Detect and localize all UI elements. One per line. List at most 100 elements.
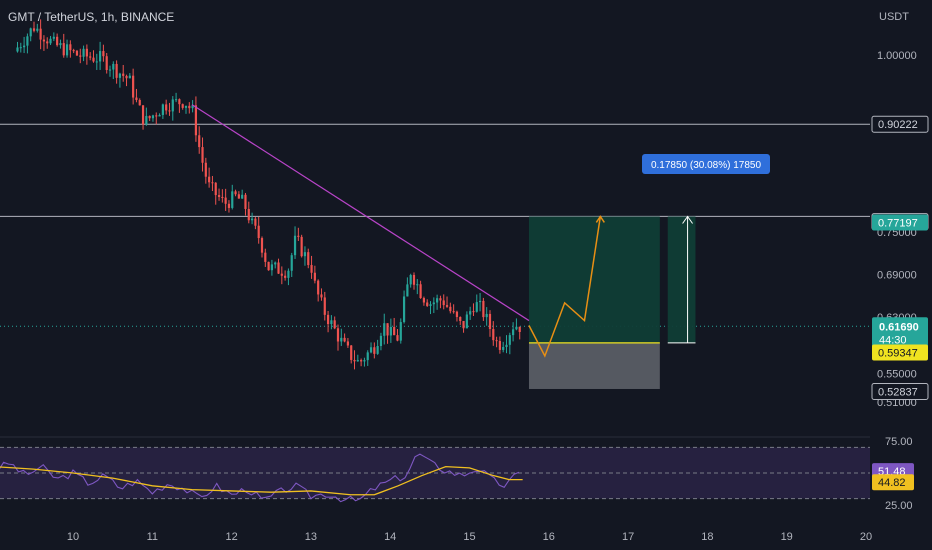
candle-down bbox=[472, 311, 475, 313]
horizontal-levels[interactable] bbox=[0, 123, 870, 327]
rsi-ma-value-tag[interactable] bbox=[872, 474, 914, 491]
stop-tag-label: 0.52837 bbox=[878, 386, 918, 398]
candle-down bbox=[194, 105, 198, 136]
candle-down bbox=[39, 28, 42, 40]
candle-up bbox=[65, 44, 69, 56]
candle-up bbox=[485, 313, 488, 318]
current-price-label: 0.61690 bbox=[879, 321, 919, 333]
target-tag-label: 0.77197 bbox=[878, 218, 918, 230]
candle-down bbox=[333, 320, 336, 329]
candle-down bbox=[439, 298, 442, 301]
candle-up bbox=[469, 311, 472, 315]
candle-down bbox=[181, 104, 184, 108]
candle-down bbox=[201, 147, 204, 163]
candle-down bbox=[122, 73, 125, 76]
price-axis[interactable]: 1.000000.750000.690000.630000.550000.510… bbox=[871, 50, 929, 512]
candle-down bbox=[178, 99, 181, 105]
candle-down bbox=[32, 28, 36, 31]
candle-up bbox=[502, 347, 505, 350]
candle-up bbox=[429, 304, 432, 306]
candle-up bbox=[290, 255, 293, 271]
time-tick-label: 16 bbox=[543, 531, 555, 543]
price-tick-label: 0.51000 bbox=[877, 397, 917, 409]
candle-down bbox=[46, 41, 49, 44]
candle-up bbox=[399, 322, 402, 341]
candle-down bbox=[257, 225, 260, 239]
candle-up bbox=[406, 284, 409, 297]
rsi-ma-line[interactable] bbox=[0, 465, 523, 496]
measure-badge[interactable] bbox=[642, 154, 770, 174]
candle-up bbox=[95, 61, 98, 63]
candle-down bbox=[317, 280, 320, 295]
measure-badge-label: 0.17850 (30.08%) 17850 bbox=[651, 160, 762, 171]
level-tag-upper[interactable] bbox=[871, 115, 929, 133]
current-price-tag[interactable] bbox=[872, 317, 928, 348]
candle-down bbox=[426, 302, 429, 306]
price-tick-label: 0.55000 bbox=[877, 369, 917, 381]
candle-down bbox=[495, 340, 498, 342]
stop-tag[interactable] bbox=[871, 382, 929, 400]
candle-down bbox=[141, 105, 145, 125]
candle-down bbox=[102, 51, 105, 57]
candle-up bbox=[515, 326, 518, 330]
candle-down bbox=[518, 326, 521, 333]
candle-down bbox=[211, 182, 214, 184]
candle-down bbox=[234, 191, 237, 195]
measure-zone[interactable] bbox=[667, 216, 696, 343]
long-position-tool[interactable] bbox=[528, 216, 660, 389]
candle-up bbox=[512, 329, 515, 336]
candle-down bbox=[419, 284, 422, 299]
time-tick-label: 10 bbox=[67, 531, 79, 543]
countdown-label: 44:30 bbox=[879, 334, 907, 346]
candle-down bbox=[360, 360, 363, 362]
projection-layer[interactable] bbox=[528, 215, 605, 358]
candle-down bbox=[204, 162, 207, 177]
candle-down bbox=[393, 327, 396, 336]
candle-up bbox=[250, 218, 254, 221]
candle-up bbox=[409, 274, 412, 285]
candle-up bbox=[26, 36, 29, 46]
measure-arrowhead bbox=[682, 215, 693, 224]
candle-down bbox=[148, 115, 151, 119]
rsi-ma-value-tag-label: 44.82 bbox=[878, 477, 906, 489]
entry-tag[interactable] bbox=[872, 344, 928, 361]
candle-down bbox=[498, 340, 501, 350]
candle-down bbox=[320, 294, 323, 298]
stop-zone[interactable] bbox=[528, 342, 660, 389]
candlestick-series bbox=[16, 19, 521, 370]
candle-down bbox=[244, 194, 247, 209]
candle-down bbox=[56, 36, 59, 46]
measure-layer[interactable]: 0.17850 (30.08%) 17850 bbox=[642, 154, 770, 344]
entry-tag-label: 0.59347 bbox=[878, 347, 918, 359]
candle-down bbox=[459, 317, 462, 321]
currency-label: USDT bbox=[879, 11, 909, 23]
candle-down bbox=[482, 300, 485, 318]
candle-up bbox=[161, 104, 164, 115]
time-tick-label: 12 bbox=[225, 531, 237, 543]
trendline-layer[interactable] bbox=[191, 104, 530, 322]
candle-up bbox=[112, 63, 115, 70]
candle-down bbox=[224, 197, 227, 204]
candle-down bbox=[353, 359, 356, 362]
candle-up bbox=[416, 284, 419, 286]
candle-down bbox=[132, 75, 135, 98]
time-tick-label: 19 bbox=[781, 531, 793, 543]
candle-down bbox=[115, 63, 118, 78]
candle-up bbox=[376, 345, 379, 354]
trendline[interactable] bbox=[191, 104, 530, 322]
candle-down bbox=[373, 347, 376, 354]
time-tick-label: 17 bbox=[622, 531, 634, 543]
target-tag[interactable] bbox=[872, 214, 928, 231]
candle-up bbox=[52, 36, 55, 39]
candle-up bbox=[36, 28, 39, 31]
projection-path[interactable] bbox=[528, 216, 602, 358]
rsi-pane[interactable] bbox=[0, 446, 870, 503]
target-zone[interactable] bbox=[528, 216, 660, 343]
candle-up bbox=[29, 28, 32, 37]
candle-down bbox=[396, 335, 399, 341]
time-axis[interactable]: 10 11 12 13 14 15 16 17 18 19 20 bbox=[67, 531, 872, 543]
candle-up bbox=[402, 296, 406, 323]
candle-up bbox=[330, 320, 333, 325]
candle-up bbox=[505, 344, 508, 348]
